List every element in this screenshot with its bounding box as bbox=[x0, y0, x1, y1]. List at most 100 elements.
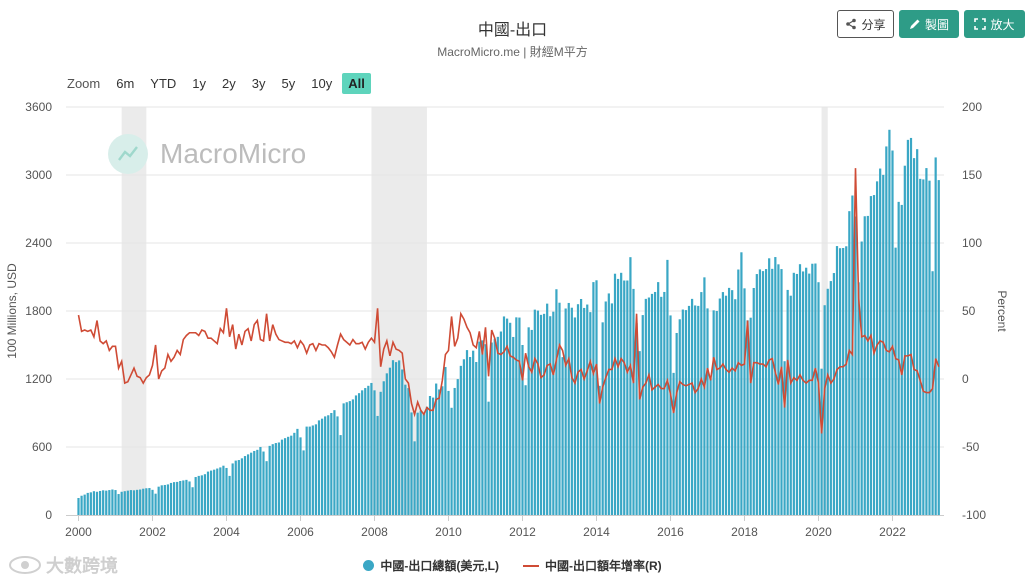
bar bbox=[604, 301, 607, 515]
bar bbox=[108, 490, 111, 515]
bar bbox=[478, 341, 481, 515]
bar bbox=[160, 485, 163, 515]
range-1y-button[interactable]: 1y bbox=[192, 75, 207, 91]
bar bbox=[450, 407, 453, 515]
bar bbox=[641, 315, 644, 515]
bar bbox=[435, 383, 438, 515]
bar bbox=[638, 351, 641, 515]
bar bbox=[712, 310, 715, 515]
y-left-tick-label: 1800 bbox=[25, 304, 52, 318]
y-right-tick-label: -100 bbox=[962, 508, 986, 522]
chart-subtitle: MacroMicro.me | 財經M平方 bbox=[437, 45, 588, 59]
bar bbox=[780, 269, 783, 515]
bar bbox=[280, 439, 284, 515]
bar bbox=[268, 445, 271, 515]
y-right-tick-label: 150 bbox=[962, 168, 982, 182]
legend-item-exports[interactable]: 中國-出口總額(美元,L) bbox=[363, 557, 499, 574]
bar bbox=[715, 311, 718, 515]
bar bbox=[546, 303, 549, 515]
bar bbox=[869, 196, 873, 515]
bar bbox=[135, 489, 139, 515]
x-tick-label: 2000 bbox=[65, 525, 92, 539]
bar bbox=[752, 287, 755, 515]
range-3y-button[interactable]: 3y bbox=[251, 75, 266, 91]
x-tick-label: 2004 bbox=[213, 525, 240, 539]
bar bbox=[481, 340, 484, 515]
bar bbox=[629, 257, 632, 515]
bar bbox=[681, 309, 684, 515]
range-selector-label: Zoom bbox=[67, 75, 101, 91]
bar bbox=[302, 450, 305, 515]
bar bbox=[798, 264, 802, 515]
bar bbox=[493, 338, 496, 515]
corner-watermark-text: 大數跨境 bbox=[46, 556, 118, 576]
bar bbox=[166, 484, 170, 515]
bar bbox=[783, 361, 786, 515]
x-tick-label: 2010 bbox=[435, 525, 462, 539]
corner-watermark: 大數跨境 bbox=[8, 552, 118, 578]
fullscreen-button[interactable]: 放大 bbox=[964, 10, 1025, 38]
bar bbox=[219, 467, 222, 515]
bar bbox=[250, 452, 253, 515]
bar bbox=[589, 312, 592, 515]
draw-label: 製圖 bbox=[924, 17, 949, 32]
bar bbox=[453, 387, 456, 515]
bar bbox=[499, 331, 503, 515]
bar bbox=[866, 215, 869, 515]
range-2y-button[interactable]: 2y bbox=[222, 75, 236, 91]
share-button[interactable]: 分享 bbox=[837, 10, 894, 38]
bar bbox=[718, 298, 721, 515]
bar bbox=[240, 458, 244, 515]
range-10y-button[interactable]: 10y bbox=[311, 75, 333, 91]
bar bbox=[290, 435, 293, 515]
bar bbox=[271, 444, 274, 515]
range-all-button[interactable]: All bbox=[342, 72, 371, 94]
bar bbox=[564, 308, 567, 515]
bar bbox=[410, 412, 413, 515]
bar bbox=[906, 139, 910, 515]
bar bbox=[438, 389, 441, 515]
chart-title: 中國-出口 bbox=[477, 22, 548, 39]
bar bbox=[678, 319, 681, 515]
bar bbox=[842, 247, 845, 515]
bar bbox=[425, 406, 429, 515]
legend-item-growth[interactable]: 中國-出口額年增率(R) bbox=[523, 557, 662, 574]
bar bbox=[512, 336, 515, 515]
range-5y-button[interactable]: 5y bbox=[281, 75, 296, 91]
bar bbox=[832, 273, 836, 515]
bar bbox=[598, 385, 601, 515]
watermark-logo-icon bbox=[108, 134, 148, 174]
x-tick-label: 2002 bbox=[139, 525, 166, 539]
bar bbox=[139, 489, 142, 515]
y-right-tick-label: 100 bbox=[962, 236, 982, 250]
bar bbox=[536, 310, 540, 515]
bar bbox=[447, 390, 450, 515]
bar bbox=[650, 293, 654, 515]
bar bbox=[157, 486, 160, 515]
bar bbox=[413, 441, 416, 515]
bar bbox=[586, 304, 589, 515]
bar bbox=[194, 477, 197, 515]
bar bbox=[176, 481, 179, 515]
bar bbox=[404, 384, 407, 515]
bar bbox=[299, 437, 302, 515]
bar bbox=[814, 263, 817, 515]
bar bbox=[320, 418, 324, 515]
bar bbox=[114, 490, 117, 515]
bar bbox=[703, 277, 706, 515]
bar bbox=[789, 295, 792, 515]
bar bbox=[354, 395, 358, 515]
range-6m-button[interactable]: 6m bbox=[116, 75, 135, 91]
draw-button[interactable]: 製圖 bbox=[899, 10, 959, 38]
bar bbox=[308, 426, 311, 515]
bar bbox=[126, 490, 129, 515]
bar bbox=[179, 481, 182, 515]
x-tick-label: 2008 bbox=[361, 525, 388, 539]
bar bbox=[237, 460, 240, 515]
bar bbox=[262, 451, 265, 515]
bar bbox=[490, 342, 493, 515]
bar bbox=[472, 350, 475, 515]
bar bbox=[854, 216, 857, 516]
range-ytd-button[interactable]: YTD bbox=[150, 75, 177, 91]
bar bbox=[700, 292, 703, 515]
